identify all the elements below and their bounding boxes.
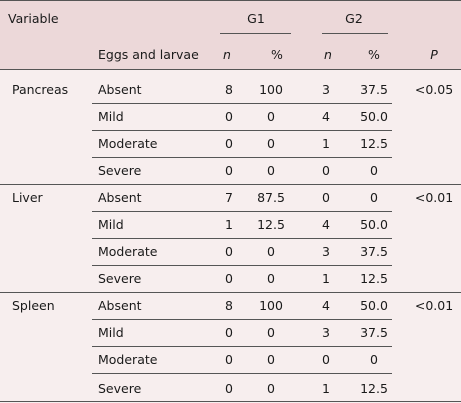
row-rule <box>92 346 392 347</box>
cell-n-g1: 8 <box>225 298 233 313</box>
header-g2: G2 <box>345 11 363 26</box>
cell-pct-g1: 87.5 <box>257 190 285 205</box>
group-rule <box>0 184 461 185</box>
cell-pct-g1: 0 <box>267 244 275 259</box>
cell-pct-g2: 37.5 <box>360 82 388 97</box>
header-variable: Variable <box>8 11 59 26</box>
bottom-rule <box>0 401 461 402</box>
cell-n-g2: 3 <box>322 82 330 97</box>
cell-n-g2: 0 <box>322 163 330 178</box>
row-rule <box>92 130 392 131</box>
header-p: P <box>430 47 438 62</box>
cell-n-g1: 0 <box>225 325 233 340</box>
level-label: Severe <box>98 271 142 286</box>
cell-pct-g2: 37.5 <box>360 244 388 259</box>
cell-n-g2: 0 <box>322 352 330 367</box>
cell-n-g2: 4 <box>322 298 330 313</box>
level-label: Severe <box>98 381 142 396</box>
cell-n-g1: 8 <box>225 82 233 97</box>
cell-pct-g2: 50.0 <box>360 109 388 124</box>
cell-pct-g1: 0 <box>267 136 275 151</box>
cell-n-g1: 0 <box>225 163 233 178</box>
p-value: <0.05 <box>414 82 454 97</box>
row-rule <box>92 319 392 320</box>
cell-pct-g1: 0 <box>267 163 275 178</box>
level-label: Absent <box>98 82 142 97</box>
cell-n-g2: 3 <box>322 325 330 340</box>
cell-pct-g2: 50.0 <box>360 217 388 232</box>
cell-n-g2: 1 <box>322 271 330 286</box>
cell-pct-g2: 0 <box>370 352 378 367</box>
cell-pct-g2: 12.5 <box>360 136 388 151</box>
p-value: <0.01 <box>414 190 454 205</box>
header-n-g2: n <box>324 47 332 62</box>
organ-label: Spleen <box>12 298 55 313</box>
cell-pct-g1: 0 <box>267 271 275 286</box>
p-value: <0.01 <box>414 298 454 313</box>
cell-n-g2: 1 <box>322 136 330 151</box>
row-rule <box>92 265 392 266</box>
cell-n-g1: 0 <box>225 271 233 286</box>
level-label: Absent <box>98 190 142 205</box>
cell-n-g2: 1 <box>322 381 330 396</box>
cell-n-g1: 0 <box>225 109 233 124</box>
cell-pct-g2: 12.5 <box>360 381 388 396</box>
group-rule <box>0 292 461 293</box>
cell-n-g2: 3 <box>322 244 330 259</box>
cell-pct-g1: 0 <box>267 109 275 124</box>
header-pct-g1: % <box>271 47 283 62</box>
level-label: Moderate <box>98 244 158 259</box>
cell-n-g2: 4 <box>322 217 330 232</box>
row-rule <box>92 211 392 212</box>
level-label: Mild <box>98 217 124 232</box>
header-n-g1: n <box>223 47 231 62</box>
table-header <box>0 0 461 69</box>
cell-n-g1: 0 <box>225 381 233 396</box>
organ-label: Liver <box>12 190 43 205</box>
cell-n-g2: 0 <box>322 190 330 205</box>
row-rule <box>92 103 392 104</box>
level-label: Mild <box>98 325 124 340</box>
cell-pct-g2: 0 <box>370 190 378 205</box>
cell-n-g1: 0 <box>225 352 233 367</box>
header-pct-g2: % <box>368 47 380 62</box>
cell-pct-g1: 12.5 <box>257 217 285 232</box>
cell-n-g1: 7 <box>225 190 233 205</box>
g2-underline <box>322 33 388 34</box>
row-rule <box>92 157 392 158</box>
cell-pct-g2: 37.5 <box>360 325 388 340</box>
cell-pct-g1: 100 <box>259 82 283 97</box>
level-label: Mild <box>98 109 124 124</box>
level-label: Absent <box>98 298 142 313</box>
level-label: Moderate <box>98 136 158 151</box>
cell-n-g1: 1 <box>225 217 233 232</box>
cell-pct-g1: 100 <box>259 298 283 313</box>
header-eggs-larvae: Eggs and larvae <box>98 47 199 62</box>
header-rule <box>0 69 461 70</box>
cell-pct-g1: 0 <box>267 381 275 396</box>
row-rule <box>92 238 392 239</box>
level-label: Severe <box>98 163 142 178</box>
cell-pct-g2: 50.0 <box>360 298 388 313</box>
cell-n-g2: 4 <box>322 109 330 124</box>
g1-underline <box>220 33 291 34</box>
cell-pct-g2: 0 <box>370 163 378 178</box>
cell-pct-g2: 12.5 <box>360 271 388 286</box>
header-g1: G1 <box>247 11 265 26</box>
top-rule <box>0 0 461 1</box>
cell-pct-g1: 0 <box>267 325 275 340</box>
level-label: Moderate <box>98 352 158 367</box>
cell-n-g1: 0 <box>225 136 233 151</box>
cell-n-g1: 0 <box>225 244 233 259</box>
row-rule <box>92 373 392 374</box>
organ-label: Pancreas <box>12 82 69 97</box>
cell-pct-g1: 0 <box>267 352 275 367</box>
